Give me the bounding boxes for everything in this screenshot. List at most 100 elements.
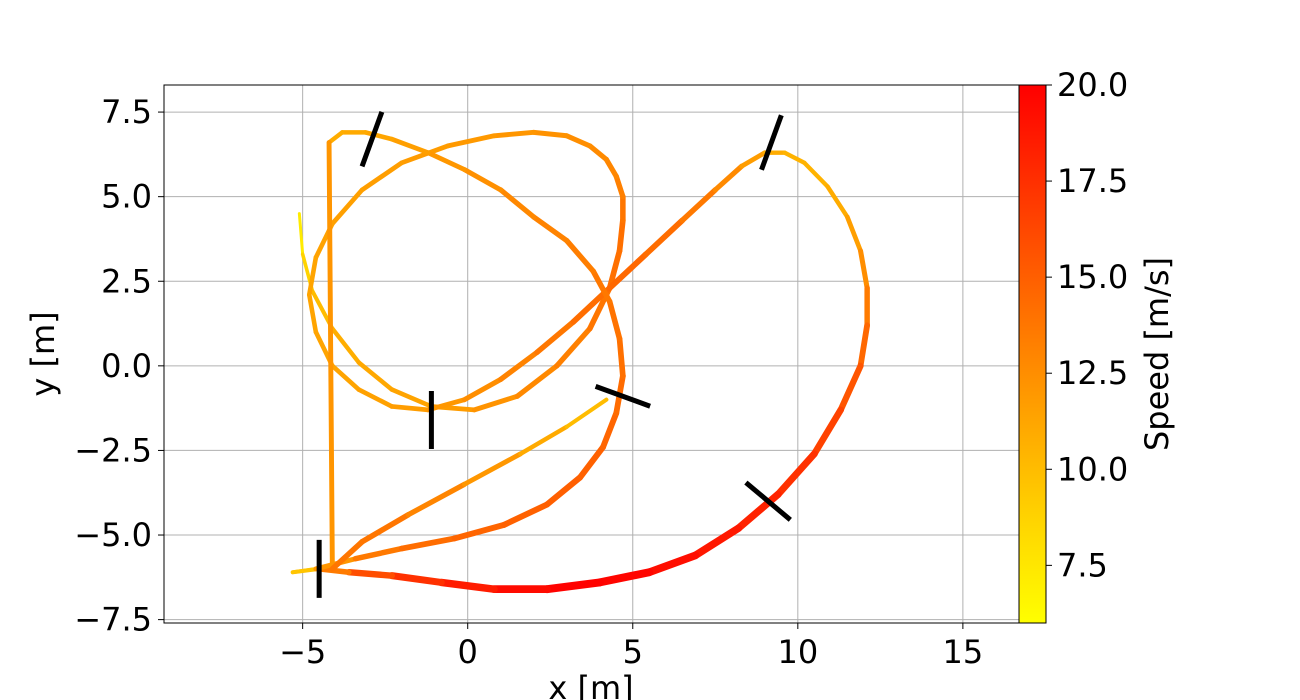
colorbar-tick-label: 7.5 — [1057, 546, 1108, 584]
trajectory-segment — [445, 133, 497, 149]
trajectory-path — [290, 129, 871, 594]
trajectory-segment — [837, 362, 864, 413]
heading-marker — [744, 480, 792, 522]
trajectory-segment — [461, 376, 504, 403]
trajectory-segment — [356, 387, 395, 409]
trajectory-segment — [498, 349, 540, 383]
trajectory-segment — [359, 160, 405, 193]
x-axis-ticks: −5 0 5 10 15 — [279, 623, 983, 671]
trajectory-segment — [451, 521, 507, 542]
x-tick-label: 5 — [623, 633, 643, 671]
trajectory-segment — [542, 578, 604, 594]
trajectory-segment — [389, 136, 431, 156]
trajectory-segment — [326, 140, 335, 572]
heading-marker — [594, 384, 651, 409]
trajectory-segment — [603, 156, 619, 179]
heading-marker — [359, 111, 385, 168]
x-tick-label: −5 — [279, 633, 326, 671]
trajectory-segment — [461, 167, 504, 193]
trajectory-segment — [437, 578, 498, 593]
trajectory-segment — [306, 292, 319, 335]
trajectory-segment — [774, 450, 818, 498]
trajectory-segment — [857, 322, 871, 369]
y-axis-label: y [m] — [24, 311, 62, 396]
trajectory-segment — [844, 214, 863, 254]
x-tick-label: 10 — [777, 633, 818, 671]
trajectory-segment — [564, 397, 609, 429]
trajectory-segment — [491, 129, 537, 139]
trajectory-segment — [345, 569, 395, 579]
trajectory-segment — [330, 326, 361, 365]
colorbar-tick-label: 10.0 — [1057, 450, 1128, 488]
colorbar-ticks: 7.5 10.0 12.5 15.0 17.5 20.0 — [1046, 66, 1128, 584]
trajectory-segment — [389, 387, 434, 409]
colorbar-tick-label: 17.5 — [1057, 162, 1128, 200]
trajectory-segment — [595, 568, 654, 587]
trajectory-segment — [643, 217, 686, 258]
trajectory-segment — [802, 160, 830, 189]
y-tick-label: 2.5 — [101, 262, 152, 300]
colorbar — [1018, 84, 1047, 624]
trajectory-segment — [399, 143, 451, 166]
trajectory-segment — [398, 535, 458, 552]
trajectory-segment — [606, 247, 623, 291]
trajectory-segment — [616, 335, 626, 379]
trajectory-segment — [356, 360, 395, 392]
y-tick-label: 5.0 — [101, 178, 152, 216]
trajectory-segment — [691, 524, 743, 560]
trajectory-segment — [679, 187, 719, 224]
y-tick-label: −2.5 — [74, 431, 152, 469]
trajectory-segment — [590, 268, 613, 305]
trajectory-segment — [359, 511, 412, 545]
colorbar-tick-label: 12.5 — [1057, 354, 1128, 392]
y-tick-label: 7.5 — [101, 93, 152, 131]
trajectory-segment — [290, 566, 318, 575]
plot-area-frame — [163, 84, 1020, 624]
trajectory-segment — [613, 173, 626, 200]
trajectory-segment — [825, 184, 850, 220]
trajectory-segment — [471, 393, 520, 413]
y-tick-label: −5.0 — [74, 516, 152, 554]
trajectory-segment — [425, 397, 467, 413]
y-axis-ticks: −7.5 −5.0 −2.5 0.0 2.5 5.0 7.5 — [74, 93, 164, 639]
grid-lines — [164, 85, 1019, 623]
trajectory-segment — [858, 248, 870, 291]
trajectory-segment — [645, 551, 700, 577]
trajectory-segment — [326, 130, 345, 145]
trajectory-segment — [306, 255, 319, 298]
trajectory-segment — [600, 410, 620, 451]
x-tick-label: 15 — [943, 633, 984, 671]
trajectory-segment — [330, 363, 362, 392]
trajectory-segment — [518, 424, 569, 457]
trajectory-segment — [388, 572, 445, 586]
trajectory-segment — [514, 363, 560, 399]
trajectory-segment — [352, 545, 405, 562]
x-axis-label: x [m] — [548, 669, 633, 700]
trajectory-segment — [425, 150, 467, 173]
trajectory-segment — [554, 325, 593, 369]
heading-marker — [759, 114, 784, 171]
colorbar-tick-label: 15.0 — [1057, 258, 1128, 296]
trajectory-segment — [782, 150, 807, 165]
trajectory-segment — [389, 404, 431, 413]
y-tick-label: 0.0 — [101, 347, 152, 385]
trajectory-segment — [531, 214, 570, 244]
trajectory-segment — [606, 251, 649, 291]
trajectory-segment — [405, 481, 468, 518]
trajectory-segment — [534, 319, 577, 356]
trajectory-segment — [564, 237, 596, 274]
trajectory-segment — [498, 187, 537, 220]
colorbar-label: Speed [m/s] — [1138, 257, 1176, 451]
trajectory-segment — [297, 212, 305, 256]
trajectory-segment — [330, 187, 365, 227]
trajectory-segment — [587, 143, 609, 163]
x-tick-label: 0 — [458, 633, 478, 671]
trajectory-segment — [811, 406, 845, 458]
trajectory-segment — [739, 150, 768, 169]
trajectory-segment — [531, 129, 570, 139]
trajectory-segment — [606, 298, 623, 342]
trajectory-segment — [501, 501, 550, 528]
y-tick-label: −7.5 — [74, 601, 152, 639]
trajectory-segment — [329, 539, 365, 572]
